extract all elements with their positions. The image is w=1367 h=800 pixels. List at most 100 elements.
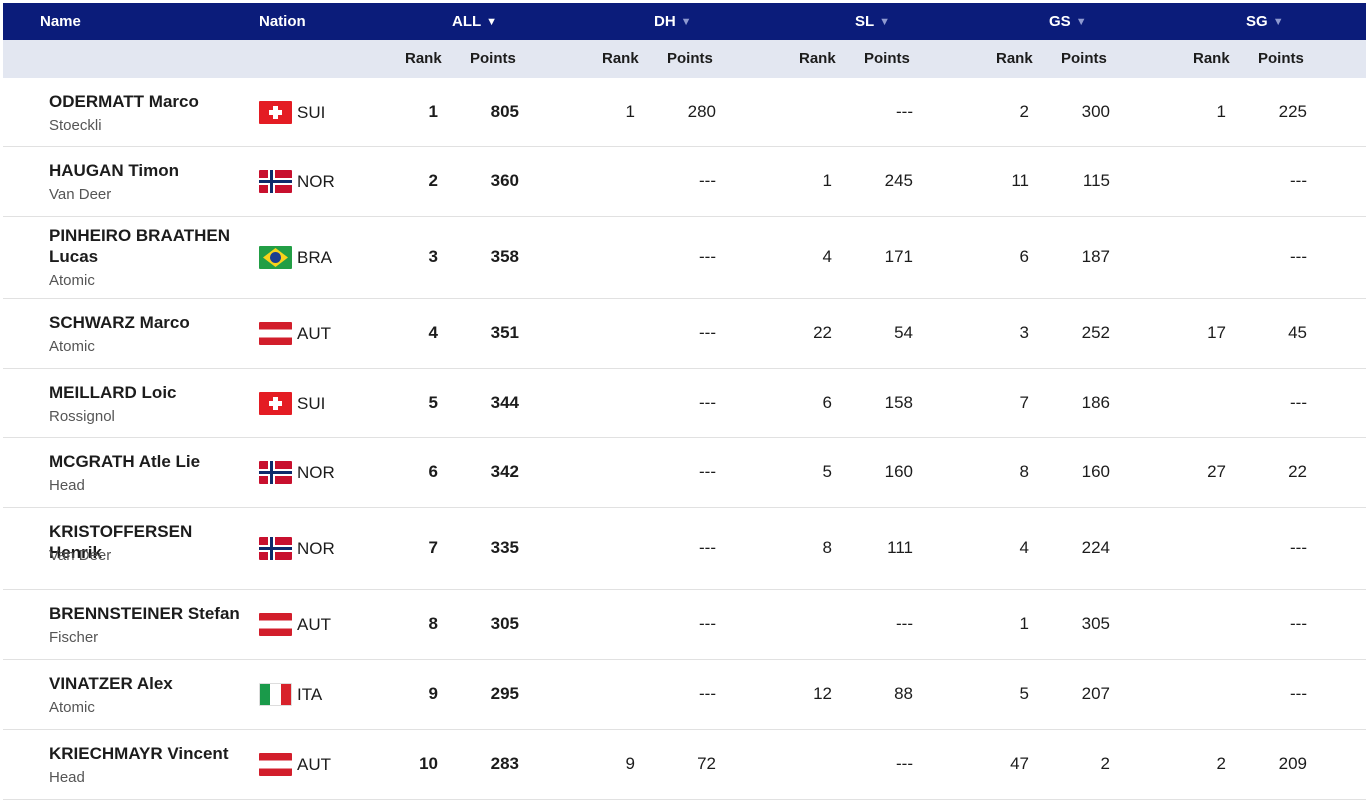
cell-all-points: 335 (490, 538, 519, 557)
subheader-all-rank: Rank (405, 50, 442, 67)
cell-all-points: 360 (490, 171, 519, 190)
cell-all-points: 342 (490, 462, 519, 481)
athlete-brand: Head (49, 477, 85, 494)
athlete-name[interactable]: KRISTOFFERSEN Henrik (49, 522, 193, 562)
cell-sl-points: --- (896, 102, 913, 121)
cell-all-rank: 8 (428, 614, 438, 633)
cell-dh-points: --- (699, 614, 716, 633)
cell-sg-points: 209 (1278, 754, 1307, 773)
cell-sg-points: --- (1290, 393, 1307, 412)
cell-gs-rank: 47 (1010, 754, 1029, 773)
cell-sl-points: 245 (884, 171, 913, 190)
cell-sl-points: 88 (894, 684, 913, 703)
cell-sg-points: 225 (1278, 102, 1307, 121)
nation-code: SUI (297, 102, 326, 122)
sort-desc-icon: ▼ (486, 16, 498, 28)
athlete-brand: Van Deer (49, 186, 112, 203)
nation-cell: NOR (259, 537, 335, 560)
athlete-name[interactable]: VINATZER Alex (49, 674, 173, 693)
cell-gs-rank: 7 (1019, 393, 1029, 412)
table-row[interactable]: KRIECHMAYR Vincent Head AUT 10 283 9 72 --- 47… (3, 730, 1366, 800)
table-row[interactable]: KRISTOFFERSEN Henrik Van Deer NOR 7 335 ---… (3, 508, 1366, 590)
header-sg[interactable]: SG ▼ (1246, 13, 1284, 30)
subheader-dh-points: Points (667, 50, 713, 67)
nation-code: AUT (297, 614, 331, 634)
cell-all-rank: 2 (428, 171, 438, 190)
athlete-name[interactable]: ODERMATT Marco (49, 92, 199, 111)
table-row[interactable]: MEILLARD Loic Rossignol SUI 5 344 --- 6 158 7 1… (3, 369, 1366, 438)
cell-all-rank: 5 (428, 393, 438, 412)
header-all[interactable]: ALL ▼ (452, 13, 497, 30)
athlete-name[interactable]: MCGRATH Atle Lie (49, 452, 201, 471)
athlete-name[interactable]: MEILLARD Loic (49, 383, 177, 402)
header-nation[interactable]: Nation (259, 13, 306, 30)
cell-sg-points: --- (1290, 171, 1307, 190)
cell-gs-rank: 3 (1019, 323, 1029, 342)
cell-gs-points: 160 (1081, 462, 1110, 481)
nation-code: AUT (297, 754, 331, 774)
cell-gs-points: 305 (1081, 614, 1110, 633)
header-dh[interactable]: DH ▼ (654, 13, 692, 30)
sort-arrow-icon: ▼ (1075, 16, 1087, 28)
nation-code: AUT (297, 323, 331, 343)
cell-gs-points: 224 (1081, 538, 1110, 557)
athlete-name[interactable]: HAUGAN Timon (49, 161, 180, 180)
cell-gs-rank: 5 (1019, 684, 1029, 703)
header-sl-label: SL (855, 13, 875, 30)
cell-sg-points: --- (1290, 614, 1307, 633)
table-row[interactable]: ODERMATT Marco Stoeckli SUI 1 805 1 280 --- 2 3… (3, 78, 1366, 147)
cell-sg-points: --- (1290, 247, 1307, 266)
nation-code: NOR (297, 171, 335, 191)
nation-cell: AUT (259, 753, 331, 776)
cell-all-points: 358 (490, 247, 519, 266)
cell-all-rank: 1 (428, 102, 438, 121)
cell-dh-points: --- (699, 393, 716, 412)
athlete-name[interactable]: BRENNSTEINER Stefan (49, 604, 240, 623)
cell-dh-points: --- (699, 171, 716, 190)
table-row[interactable]: MCGRATH Atle Lie Head NOR 6 342 --- 5 160 8 160… (3, 438, 1366, 508)
standings-table: ODERMATT Marco Stoeckli SUI 1 805 1 280 --- 2 3… (3, 78, 1366, 800)
nation-cell: SUI (259, 392, 325, 415)
cell-dh-points: --- (699, 684, 716, 703)
table-row[interactable]: HAUGAN Timon Van Deer NOR 2 360 --- 1 245 11 11… (3, 147, 1366, 217)
cell-sl-points: 171 (884, 247, 913, 266)
athlete-name[interactable]: KRIECHMAYR Vincent (49, 744, 229, 763)
cell-all-rank: 3 (428, 247, 438, 266)
cell-all-points: 344 (490, 393, 519, 412)
cell-gs-rank: 1 (1019, 614, 1029, 633)
athlete-brand: Fischer (49, 629, 99, 646)
cell-sg-rank: 27 (1207, 462, 1226, 481)
header-gs-label: GS (1049, 13, 1071, 30)
cell-sl-points: 111 (887, 538, 913, 557)
subheader-all-points: Points (470, 50, 516, 67)
nation-cell: AUT (259, 613, 331, 636)
header-sl[interactable]: SL ▼ (855, 13, 890, 30)
cell-sl-points: 158 (884, 393, 913, 412)
table-row[interactable]: BRENNSTEINER Stefan Fischer AUT 8 305 --- --… (3, 590, 1366, 660)
athlete-name[interactable]: SCHWARZ Marco (49, 313, 190, 332)
sort-arrow-icon: ▼ (879, 16, 891, 28)
nation-cell: ITA (259, 683, 322, 706)
table-row[interactable]: VINATZER Alex Atomic ITA 9 295 --- 12 88 5 207 -… (3, 660, 1366, 730)
table-row[interactable]: PINHEIRO BRAATHEN Lucas Atomic BRA 3 358 --… (3, 217, 1366, 299)
athlete-brand: Atomic (49, 338, 95, 355)
cell-gs-points: 187 (1081, 247, 1110, 266)
cell-sl-points: --- (896, 614, 913, 633)
cell-sg-rank: 1 (1216, 102, 1226, 121)
cell-dh-points: 72 (697, 754, 716, 773)
cell-dh-points: 280 (687, 102, 716, 121)
table-subheader: Rank Points Rank Points Rank Points Rank… (3, 40, 1366, 78)
nation-code: SUI (297, 393, 326, 413)
cell-sg-rank: 17 (1207, 323, 1226, 342)
header-name[interactable]: Name (40, 13, 81, 30)
header-gs[interactable]: GS ▼ (1049, 13, 1087, 30)
cell-sl-rank: 22 (813, 323, 832, 342)
cell-dh-points: --- (699, 538, 716, 557)
cell-sl-rank: 6 (822, 393, 832, 412)
athlete-brand: Atomic (49, 272, 95, 289)
sort-arrow-icon: ▼ (1272, 16, 1284, 28)
cell-sl-points: 160 (884, 462, 913, 481)
sui-flag-icon (259, 101, 292, 124)
athlete-name[interactable]: PINHEIRO BRAATHEN Lucas (49, 226, 231, 266)
table-row[interactable]: SCHWARZ Marco Atomic AUT 4 351 --- 22 54 3 252 1… (3, 299, 1366, 369)
